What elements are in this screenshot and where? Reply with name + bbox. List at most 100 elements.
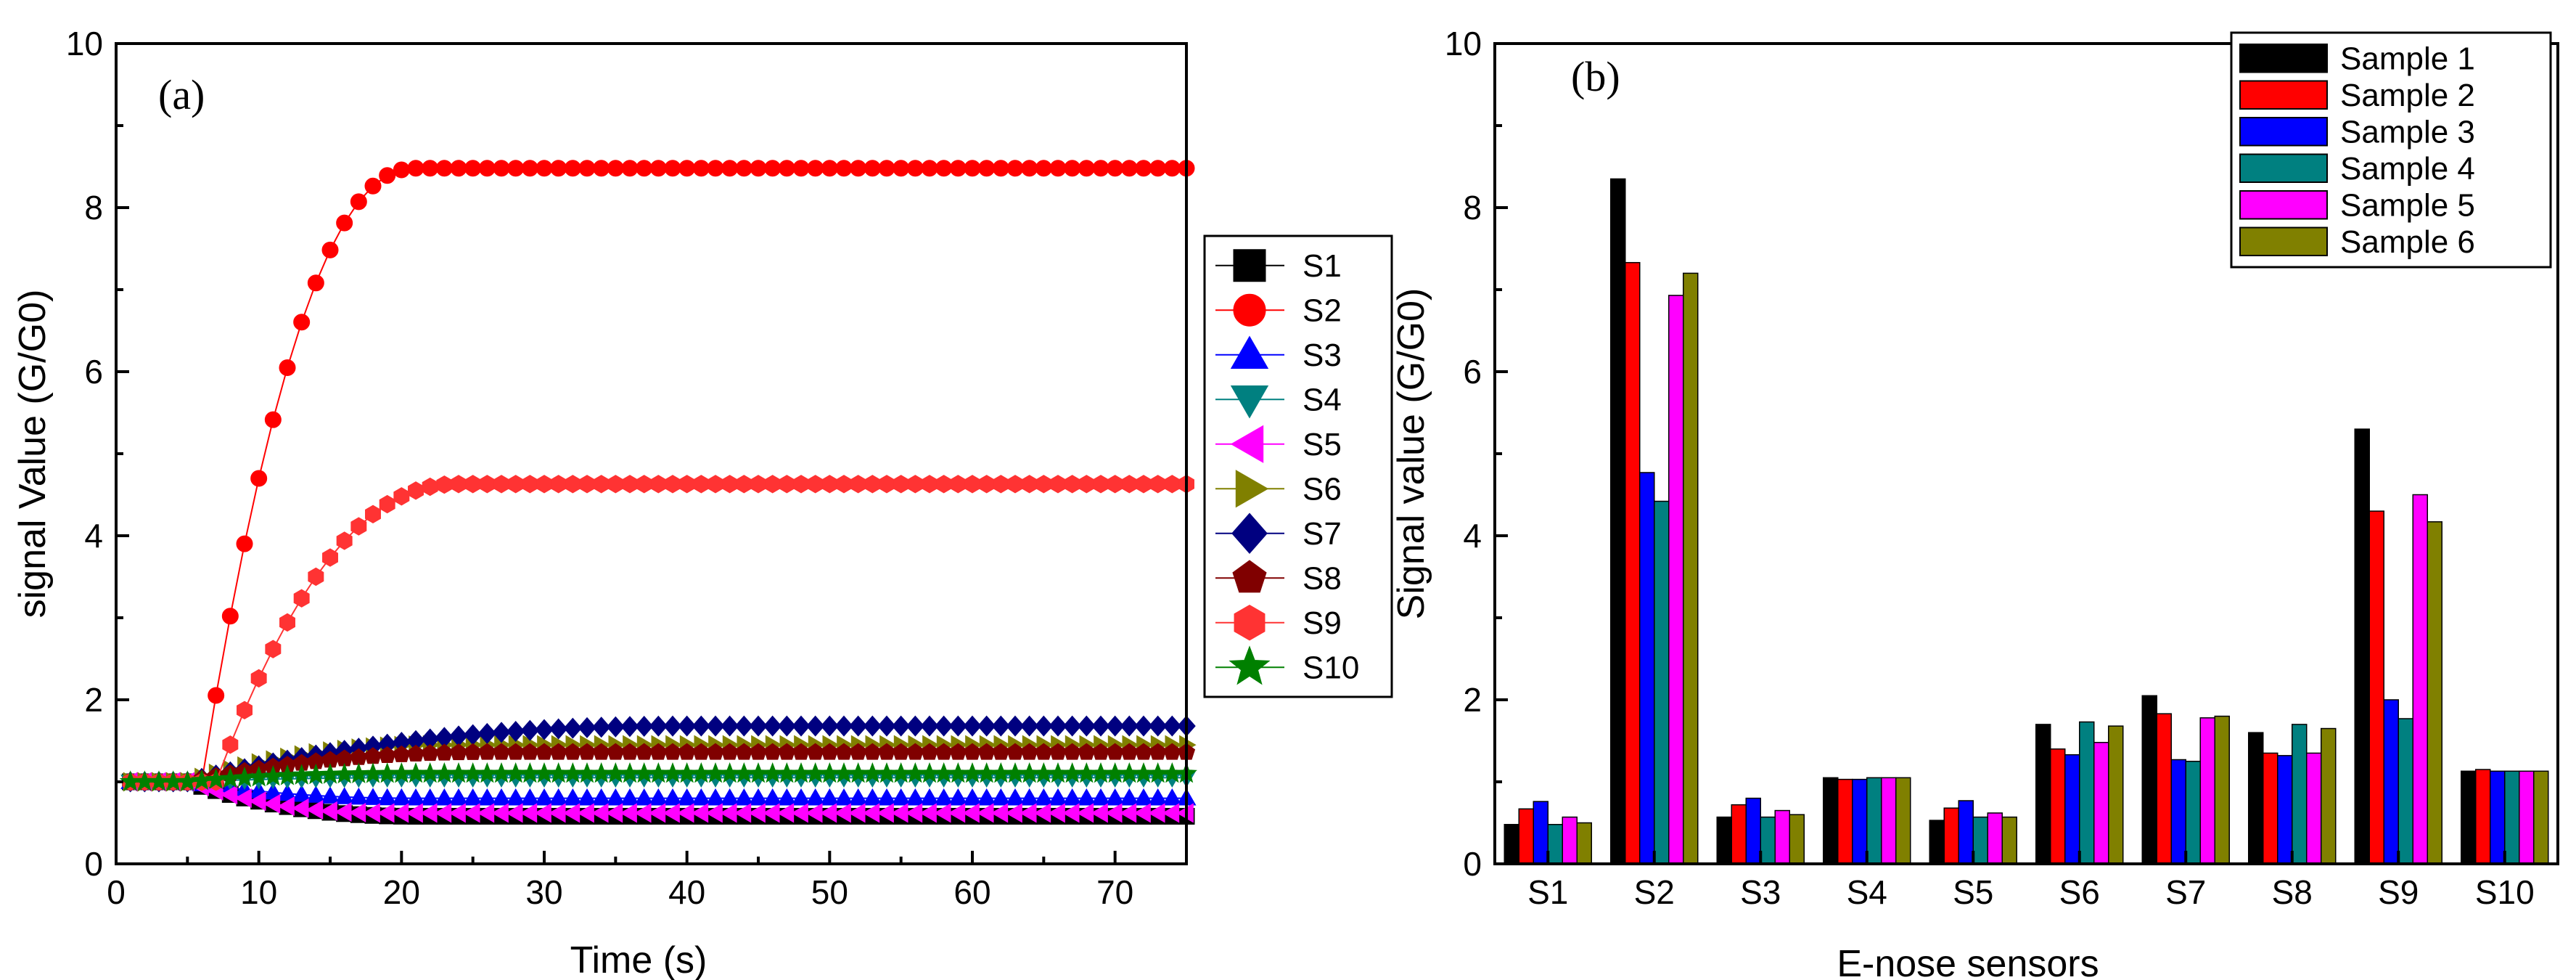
panel-b-bar-group-s3 — [1716, 797, 1805, 865]
panel-a-data-point — [1006, 715, 1025, 737]
panel-b-legend-label: Sample 3 — [2340, 114, 2475, 150]
panel-b-bar — [1518, 808, 1534, 865]
panel-a-data-point — [493, 160, 510, 177]
panel-a-data-point — [791, 788, 811, 806]
panel-b-bar — [1943, 807, 1959, 865]
panel-a-legend-item: S8 — [1215, 560, 1342, 596]
panel-a-data-point — [650, 475, 667, 494]
panel-a-data-point — [977, 788, 997, 806]
panel-a-data-point — [1121, 475, 1138, 494]
panel-b-legend-item: Sample 1 — [2239, 41, 2475, 76]
panel-b-bar — [1760, 816, 1776, 865]
panel-b-bar — [1668, 295, 1684, 865]
panel-b-bar — [2035, 724, 2051, 865]
panel-b-legend-item: Sample 3 — [2239, 114, 2475, 150]
panel-a-data-point — [406, 788, 426, 806]
panel-a-data-point — [920, 715, 939, 737]
panel-a-data-point — [591, 788, 612, 806]
panel-a-data-point — [420, 788, 440, 806]
panel-a-legend-label: S10 — [1303, 650, 1359, 685]
panel-a-data-point — [678, 160, 696, 177]
panel-a-data-point — [893, 475, 909, 494]
panel-a-data-point — [835, 160, 853, 177]
panel-b-bar — [2519, 770, 2535, 865]
panel-b-bar — [2490, 770, 2506, 865]
panel-a-data-point — [536, 475, 552, 494]
panel-a-data-point — [1062, 788, 1083, 806]
panel-a-data-point — [805, 715, 825, 737]
panel-a-x-tick-label: 70 — [1096, 873, 1133, 911]
panel-a-data-point — [850, 160, 867, 177]
panel-a-data-point — [1064, 160, 1081, 177]
panel-a-data-point — [877, 715, 896, 737]
panel-a-data-point — [393, 487, 410, 506]
panel-a-legend-item: S10 — [1215, 645, 1359, 685]
panel-a-data-point — [550, 160, 567, 177]
panel-b-bar — [2427, 521, 2442, 865]
panel-b-bar — [2170, 759, 2186, 865]
panel-a-data-point — [1093, 475, 1109, 494]
panel-a-data-point — [479, 475, 496, 494]
panel-b-bar — [2199, 717, 2215, 865]
panel-a-legend-label: S8 — [1303, 560, 1342, 596]
panel-a-data-point — [379, 167, 396, 184]
panel-a-data-point — [277, 796, 295, 817]
panel-b-y-axis-label: Signal value (G/G0) — [1390, 288, 1432, 620]
panel-a-data-point — [448, 788, 469, 806]
panel-a-series-s10 — [119, 761, 1197, 791]
legend-marker-swatch — [1231, 513, 1268, 555]
panel-a-data-point — [1148, 788, 1168, 806]
panel-b-bar-group-s2 — [1610, 178, 1699, 865]
panel-a-data-point — [1162, 715, 1182, 737]
panel-a-data-point — [1107, 160, 1124, 177]
panel-b-x-tick-label: S1 — [1527, 873, 1568, 911]
panel-a-data-point — [891, 715, 911, 737]
panel-b-bar-group-s5 — [1929, 800, 2017, 865]
panel-a-data-point — [521, 160, 538, 177]
panel-a-data-point — [1148, 715, 1168, 737]
panel-a-data-point — [363, 788, 383, 805]
panel-a-data-point — [1076, 788, 1096, 806]
panel-a-data-point — [379, 494, 395, 514]
panel-a-data-point — [848, 788, 869, 806]
panel-a-data-point — [593, 160, 610, 177]
panel-a-data-point — [492, 722, 511, 743]
panel-a-data-point — [605, 788, 625, 806]
panel-a-data-point — [563, 717, 583, 739]
panel-a-data-point — [263, 793, 281, 814]
panel-b-bar-group-s7 — [2141, 695, 2230, 865]
panel-a-data-point — [321, 241, 339, 258]
panel-a-data-point — [208, 687, 225, 704]
panel-a-data-point — [237, 701, 253, 719]
panel-b-bar-group-s6 — [2035, 721, 2124, 865]
panel-a-data-point — [663, 788, 683, 806]
panel-a-data-point — [990, 788, 1011, 806]
panel-a-data-point — [220, 785, 238, 805]
panel-a-data-point — [664, 160, 681, 177]
panel-a-data-point — [934, 788, 954, 806]
panel-b-bar — [2306, 752, 2322, 865]
panel-a-data-point — [1149, 160, 1167, 177]
panel-a-data-point — [436, 475, 453, 494]
panel-b-x-tick-label: S10 — [2475, 873, 2535, 911]
panel-a-data-point — [736, 475, 752, 494]
panel-a-data-point — [764, 160, 782, 177]
panel-b-bar-chart: (b) E-nose sensors Signal value (G/G0) 0… — [1390, 25, 2559, 980]
panel-a-data-point — [792, 160, 810, 177]
panel-a-data-point — [577, 788, 597, 806]
panel-a-time-series: (a) Time (s) signal Value (G/G0) 0 10 20 30… — [12, 25, 1393, 980]
panel-a-data-point — [364, 177, 382, 195]
panel-a-data-point — [864, 160, 881, 177]
panel-b-bar — [2001, 816, 2017, 865]
legend-color-swatch — [2239, 80, 2328, 110]
panel-a-data-point — [478, 160, 496, 177]
panel-b-x-tick-label: S5 — [1953, 873, 1993, 911]
panel-b-y-tick-label: 10 — [1445, 25, 1482, 62]
panel-a-data-point — [1135, 160, 1152, 177]
panel-b-legend-label: Sample 5 — [2340, 187, 2475, 223]
panel-a-data-point — [862, 788, 882, 806]
panel-b-bar — [2533, 770, 2549, 865]
panel-a-data-point — [506, 788, 526, 806]
panel-a-data-point — [706, 715, 725, 737]
legend-marker-swatch — [1233, 293, 1266, 327]
